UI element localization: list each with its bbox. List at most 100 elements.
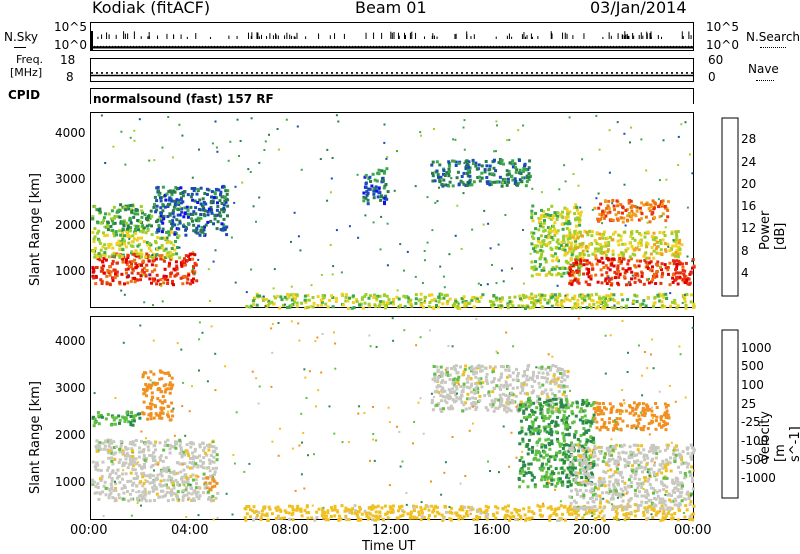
- heat-cell: [295, 301, 299, 305]
- heat-cell: [485, 372, 489, 376]
- heat-cell: [190, 441, 194, 444]
- heat-cell: [478, 394, 482, 398]
- heat-cell: [484, 406, 488, 410]
- heat-cell: [512, 515, 516, 518]
- heat-cell: [590, 234, 594, 238]
- heat-cell: [558, 458, 562, 462]
- heat-cell: [165, 490, 169, 494]
- heat-cell: [548, 447, 552, 451]
- heat-cell: [601, 236, 605, 240]
- heat-cell: [436, 379, 440, 383]
- heat-cell: [582, 258, 586, 262]
- heat-cell: [457, 375, 461, 379]
- heat-cell: [121, 260, 125, 264]
- heat-cell: [640, 212, 644, 216]
- heat-cell: [114, 230, 118, 234]
- heat-cell: [568, 266, 572, 270]
- heat-cell: [199, 216, 203, 220]
- heat-cell: [644, 256, 648, 260]
- heat-cell: [604, 200, 607, 203]
- heat-cell: [169, 418, 173, 422]
- heat-cell: [619, 305, 623, 309]
- heat-cell: [148, 490, 151, 494]
- heat-cell: [109, 217, 113, 221]
- heat-cell: [462, 385, 466, 389]
- heat-cell: [545, 485, 549, 489]
- heat-cell: [334, 296, 338, 300]
- heat-cell: [578, 294, 582, 298]
- heat-cell: [511, 386, 515, 390]
- heat-cell: [534, 227, 538, 231]
- heat-cell: [530, 478, 534, 482]
- heat-cell: [459, 365, 462, 369]
- heat-cell: [544, 402, 548, 406]
- heat-cell: [417, 513, 421, 517]
- heat-cell: [499, 376, 503, 379]
- heat-cell: [581, 256, 585, 260]
- heat-cell: [193, 447, 197, 451]
- heat-cell: [588, 283, 592, 287]
- heat-cell: [517, 509, 521, 512]
- heat-cell: [548, 270, 552, 274]
- heat-cell: [607, 207, 611, 211]
- heat-cell: [143, 497, 147, 501]
- heat-cell: [197, 224, 201, 228]
- heat-cell: [403, 305, 407, 309]
- heat-cell: [136, 212, 140, 216]
- heat-scatter: [495, 282, 498, 285]
- heat-cell: [526, 305, 530, 309]
- heat-cell: [254, 509, 258, 513]
- heat-cell: [111, 246, 115, 250]
- heat-cell: [159, 454, 163, 458]
- heat-cell: [176, 480, 180, 484]
- heat-cell: [108, 283, 112, 287]
- heat-cell: [602, 295, 606, 299]
- heat-cell: [518, 294, 522, 298]
- heat-cell: [678, 271, 682, 275]
- heat-cell: [616, 281, 620, 285]
- heat-cell: [201, 477, 205, 481]
- heat-cell: [555, 423, 559, 427]
- heat-cell: [500, 398, 504, 402]
- heat-cell: [442, 296, 446, 300]
- heat-cell: [109, 438, 113, 442]
- heat-cell: [169, 241, 173, 245]
- heat-cell: [596, 249, 600, 253]
- heat-cell: [406, 296, 410, 300]
- heat-cell: [123, 239, 126, 243]
- heat-scatter: [255, 220, 257, 223]
- heat-cell: [588, 229, 591, 233]
- heat-cell: [430, 293, 434, 297]
- heat-cell: [503, 408, 506, 412]
- heat-cell: [563, 248, 567, 252]
- heat-cell: [519, 419, 523, 423]
- heat-cell: [103, 444, 107, 448]
- heat-cell: [639, 210, 643, 214]
- heat-cell: [133, 443, 137, 447]
- heat-cell: [500, 159, 504, 163]
- heat-cell: [161, 185, 165, 189]
- heat-cell: [540, 413, 544, 417]
- heat-cell: [561, 210, 564, 214]
- heat-cell: [592, 413, 596, 417]
- heat-scatter: [290, 285, 293, 288]
- heat-cell: [326, 305, 330, 309]
- heat-cell: [171, 279, 174, 283]
- heat-cell: [369, 505, 373, 509]
- heat-cell: [527, 172, 531, 176]
- heat-cell: [168, 189, 172, 193]
- heat-cell: [186, 479, 190, 483]
- heat-cell: [295, 304, 299, 308]
- heat-cell: [304, 300, 308, 304]
- heat-cell: [217, 188, 221, 192]
- heat-cell: [470, 183, 474, 187]
- heat-cell: [652, 508, 656, 511]
- heat-cell: [346, 299, 350, 303]
- heat-cell: [677, 251, 681, 255]
- heat-cell: [623, 271, 627, 275]
- heat-cell: [209, 219, 213, 223]
- heat-cell: [109, 423, 113, 427]
- heat-cell: [380, 169, 384, 173]
- heat-cell: [542, 450, 546, 454]
- heat-cell: [454, 368, 458, 372]
